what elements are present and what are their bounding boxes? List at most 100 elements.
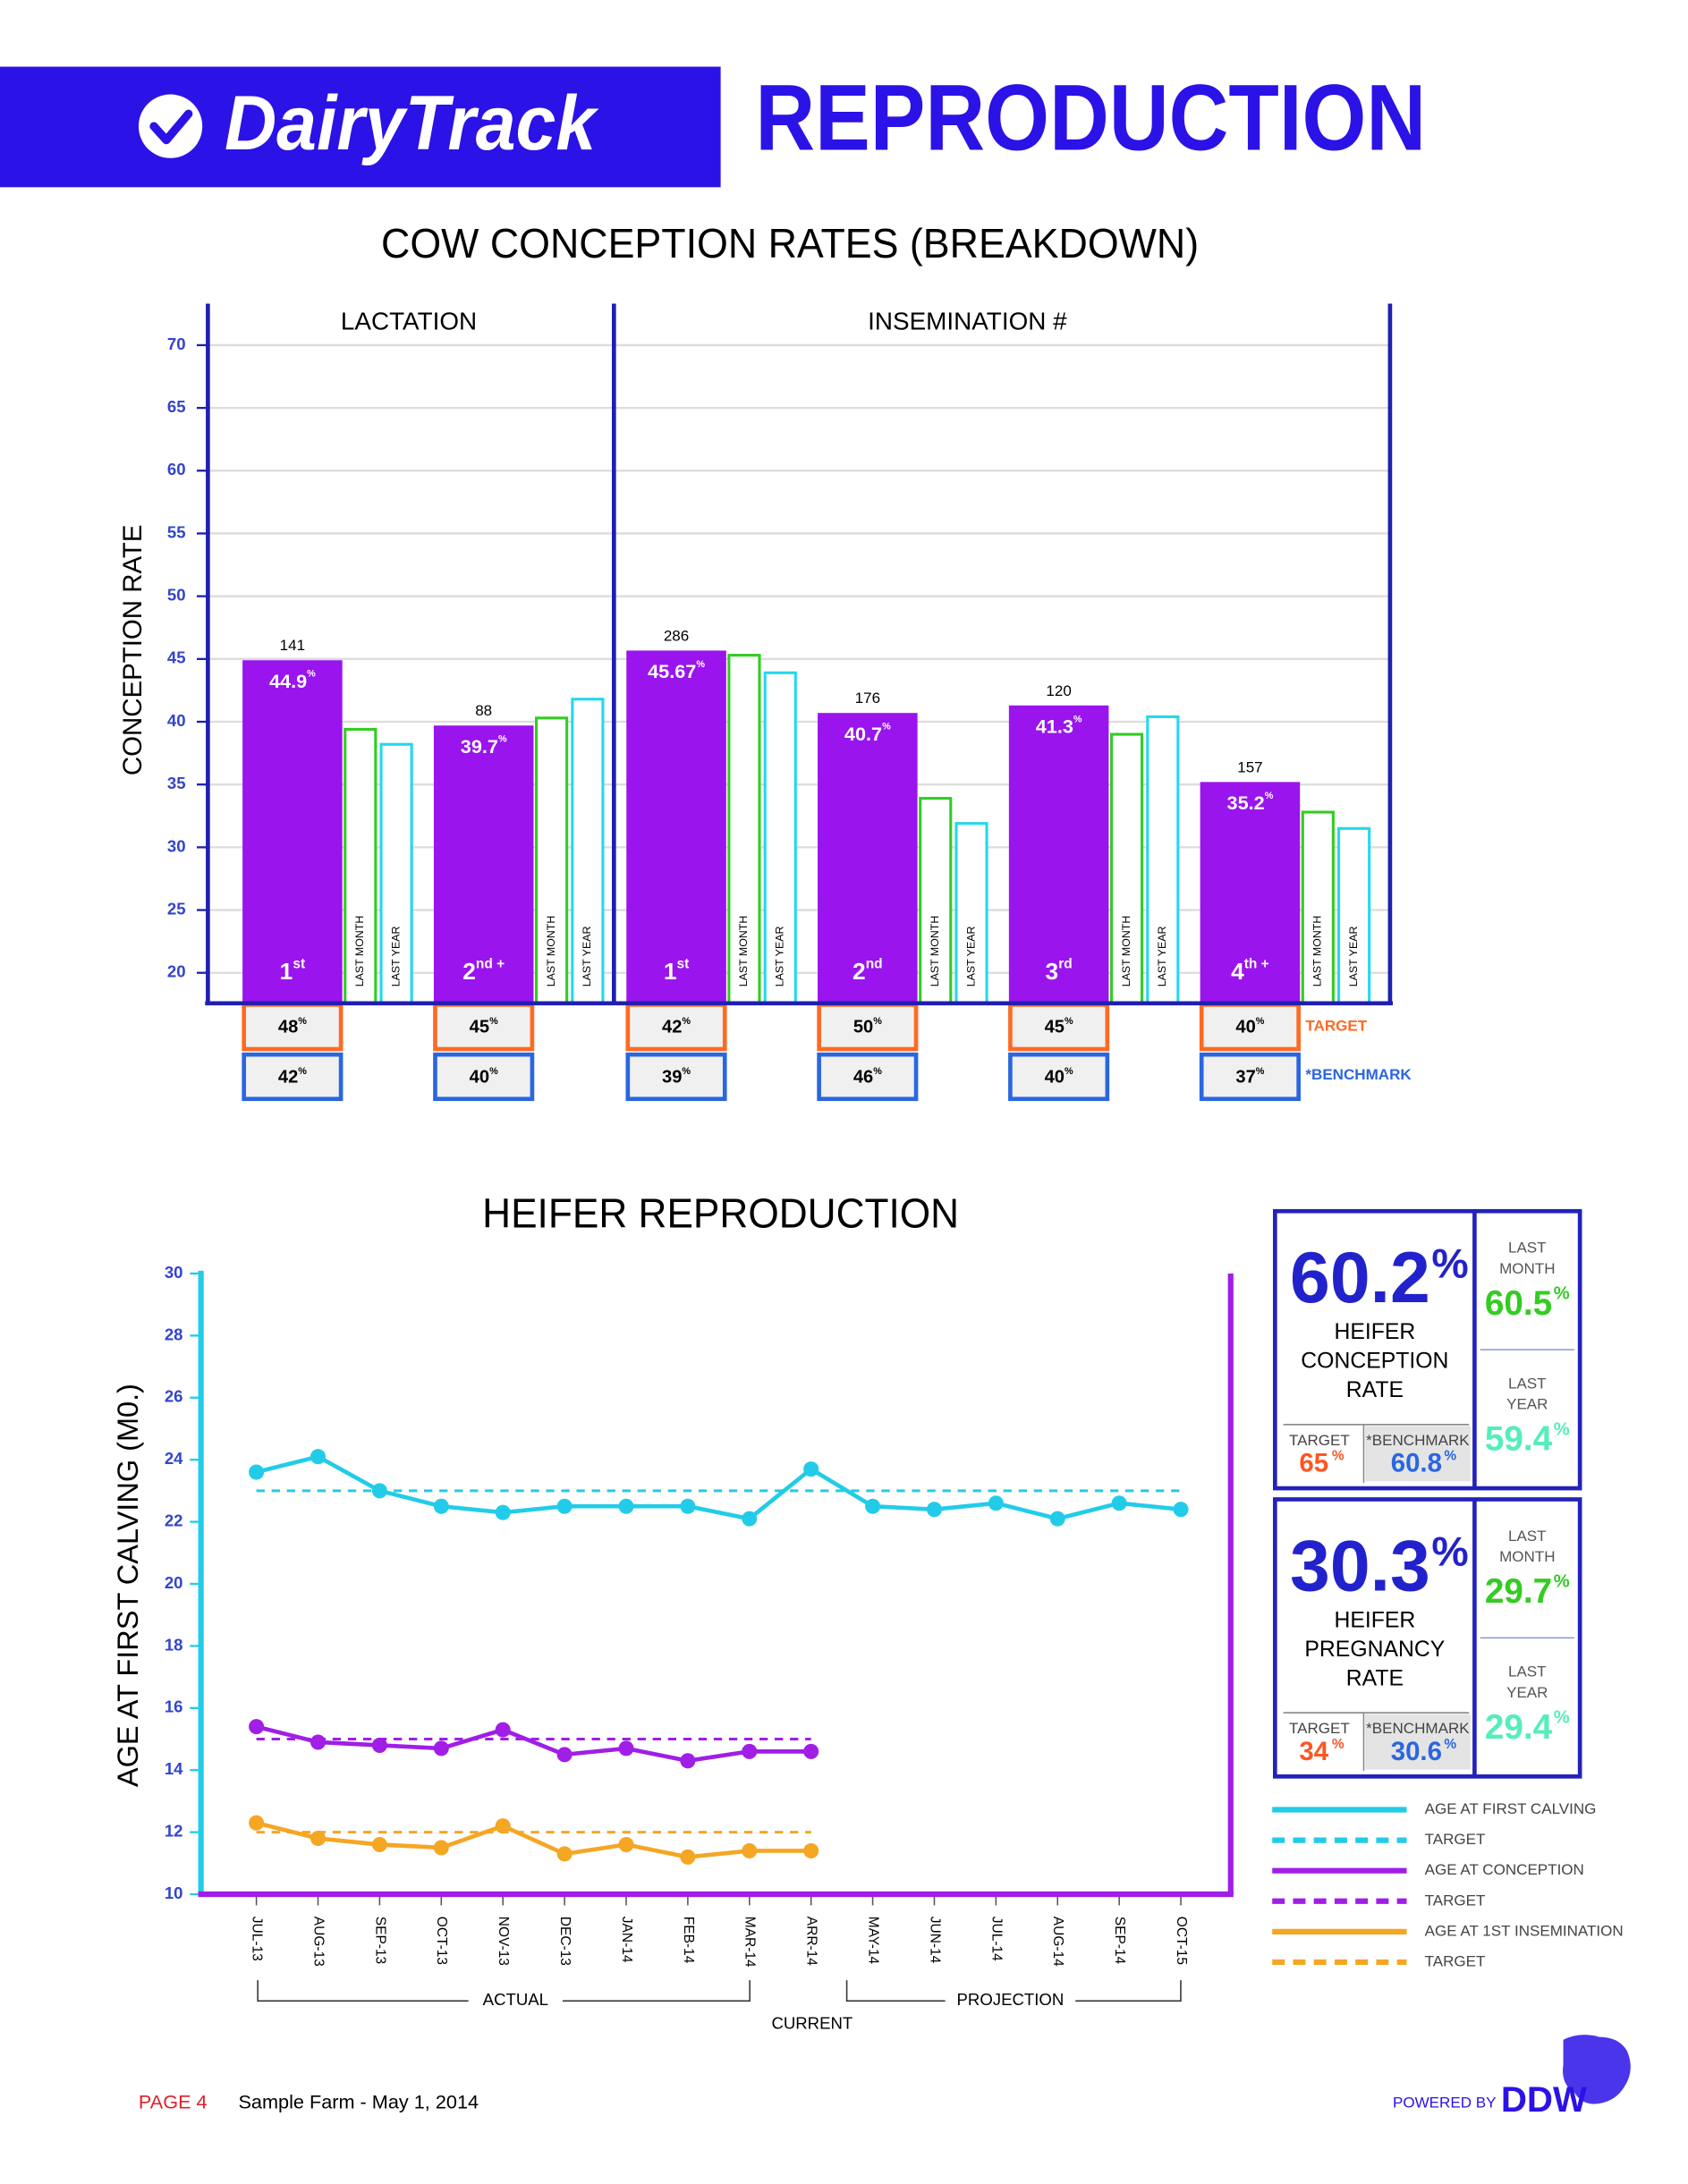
panel-unit: % (1431, 1240, 1468, 1286)
benchmark-value: 39% (662, 1066, 691, 1088)
target-unit: % (1332, 1737, 1344, 1752)
point (680, 1849, 696, 1865)
point (495, 1818, 511, 1834)
bar (433, 725, 534, 1003)
point (556, 1846, 573, 1862)
series-label: LAST YEAR (1156, 927, 1168, 987)
x-tick-label: JUN-14 (927, 1917, 942, 1964)
page-title: REPRODUCTION (755, 65, 1426, 170)
y-tick-label: 26 (165, 1387, 183, 1406)
comparison-label: LAST (1508, 1240, 1547, 1257)
y-tick-label: 20 (165, 1573, 183, 1592)
x-tick-label: NOV-13 (496, 1917, 511, 1966)
legend-label: AGE AT FIRST CALVING (1425, 1800, 1597, 1817)
benchmark-label: *BENCHMARK (1305, 1066, 1412, 1083)
count-label: 88 (475, 702, 492, 719)
x-tick-label: OCT-15 (1174, 1917, 1189, 1965)
panel-value: 60.2 (1290, 1238, 1430, 1318)
benchmark-box (817, 1052, 919, 1102)
value-unit: % (873, 1016, 882, 1027)
comparison-label: MONTH (1499, 1260, 1555, 1277)
value-unit: % (873, 1066, 882, 1077)
value-unit: % (696, 659, 705, 670)
point (742, 1743, 758, 1759)
benchmark-box (625, 1052, 727, 1102)
bar (626, 650, 726, 1003)
target-value: 65 (1299, 1449, 1328, 1478)
value-label: 40.7% (844, 722, 891, 745)
point (310, 1449, 327, 1465)
bar (1109, 732, 1144, 1005)
count-label: 176 (855, 690, 880, 707)
panel-label: RATE (1346, 1666, 1404, 1690)
legend-label: TARGET (1425, 1952, 1486, 1969)
target-value: 45% (1045, 1016, 1073, 1037)
value-unit: % (682, 1066, 691, 1077)
x-tick-label: JAN-14 (619, 1917, 634, 1963)
value-number: 45 (470, 1018, 489, 1037)
value-unit: % (1256, 1066, 1265, 1077)
benchmark-box (1199, 1052, 1301, 1102)
panel-unit: % (1431, 1528, 1468, 1575)
category-main: 4 (1231, 958, 1244, 985)
target-unit: % (1332, 1449, 1344, 1464)
powered-by: POWERED BY (1393, 2094, 1496, 2111)
x-tick-label: DEC-13 (557, 1917, 573, 1966)
target-label: TARGET (1305, 1018, 1367, 1035)
y-tick-label: 28 (165, 1325, 183, 1343)
comparison-label: YEAR (1506, 1396, 1548, 1413)
point (310, 1734, 327, 1750)
benchmark-value: 30.6 (1391, 1737, 1442, 1766)
point (371, 1836, 387, 1853)
bar (1337, 826, 1371, 1005)
value-unit: % (882, 722, 891, 732)
count-label: 141 (280, 637, 305, 654)
series-label: LAST YEAR (389, 927, 402, 987)
y-tick-label: 25 (167, 899, 186, 918)
category-label: 1st (664, 957, 689, 985)
value-number: 39.7 (461, 735, 498, 758)
value-number: 46 (853, 1068, 873, 1088)
target-label: TARGET (1289, 1720, 1350, 1737)
comparison-unit: % (1554, 1708, 1570, 1728)
value-unit: % (498, 734, 507, 745)
benchmark-label: *BENCHMARK (1366, 1432, 1470, 1449)
bar (954, 822, 988, 1005)
point (495, 1504, 511, 1520)
series-line (256, 1454, 1182, 1521)
chart-title: HEIFER REPRODUCTION (482, 1190, 959, 1237)
group-label: INSEMINATION # (868, 308, 1067, 335)
value-number: 35.2 (1227, 791, 1265, 814)
x-tick-label: AUG-13 (310, 1917, 326, 1967)
target-value: 48% (278, 1016, 307, 1037)
comparison-label: YEAR (1506, 1684, 1548, 1701)
y-tick-label: 14 (165, 1759, 183, 1778)
benchmark-cell (1365, 1714, 1471, 1770)
benchmark-box (433, 1052, 535, 1102)
comparison-value: 29.4 (1485, 1708, 1553, 1747)
category-sup: nd (866, 957, 883, 972)
chart-title: COW CONCEPTION RATES (BREAKDOWN) (381, 220, 1199, 267)
value-number: 40 (1235, 1018, 1255, 1037)
value-number: 45 (1045, 1018, 1065, 1037)
panel-label: HEIFER (1334, 1320, 1415, 1344)
x-tick-label: OCT-13 (434, 1917, 449, 1965)
comparison-unit: % (1554, 1419, 1570, 1439)
point (249, 1719, 265, 1735)
x-tick-label: ARR-14 (804, 1917, 819, 1966)
value-unit: % (307, 669, 316, 680)
benchmark-label: *BENCHMARK (1366, 1720, 1470, 1737)
point (865, 1498, 881, 1514)
check-mark (149, 109, 193, 145)
point (433, 1498, 449, 1514)
value-label: 35.2% (1227, 791, 1274, 814)
annotation: ACTUAL (483, 1990, 548, 2009)
series-label: LAST YEAR (1347, 927, 1360, 987)
target-value: 45% (470, 1016, 498, 1037)
y-tick-label: 10 (165, 1883, 183, 1902)
x-tick-label: MAR-14 (742, 1917, 758, 1968)
comparison-label: MONTH (1499, 1548, 1555, 1565)
